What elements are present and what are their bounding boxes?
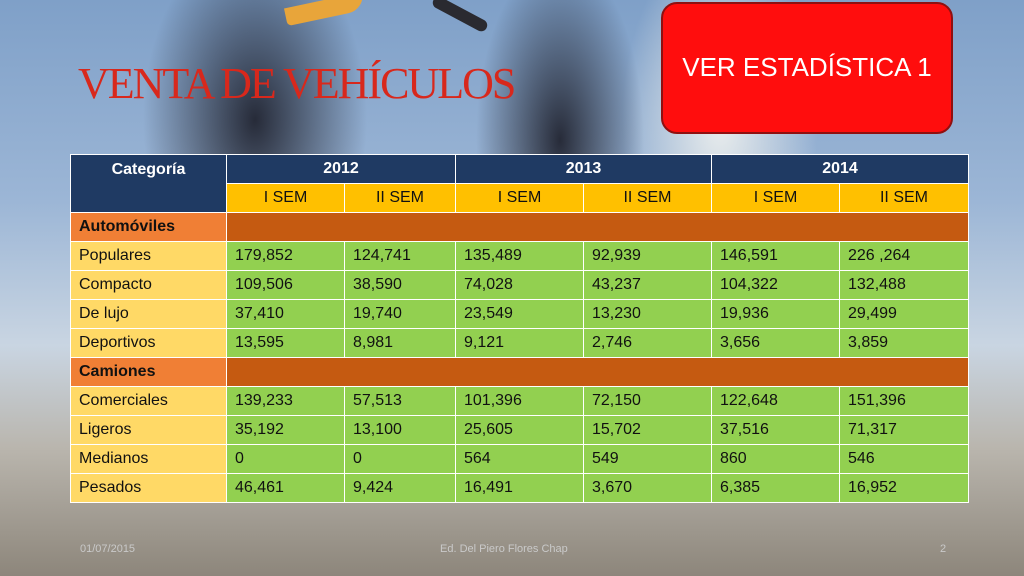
- category-group-label: Camiones: [70, 357, 227, 387]
- table-cell: 13,230: [583, 299, 712, 329]
- category-group-fill: [226, 212, 969, 242]
- table-cell: 43,237: [583, 270, 712, 300]
- table-cell: 13,595: [226, 328, 345, 358]
- table-cell: 15,702: [583, 415, 712, 445]
- table-cell: 0: [344, 444, 456, 474]
- table-cell: 135,489: [455, 241, 584, 271]
- footer-date: 01/07/2015: [80, 543, 136, 555]
- semester-header-row: I SEM II SEM I SEM II SEM I SEM II SEM: [71, 183, 969, 213]
- row-label: Comerciales: [70, 386, 227, 416]
- table-row: Ligeros 35,192 13,100 25,605 15,702 37,516 71,…: [70, 415, 969, 445]
- table-cell: 139,233: [226, 386, 345, 416]
- table-cell: 122,648: [711, 386, 840, 416]
- category-group-label: Automóviles: [70, 212, 227, 242]
- table-cell: 92,939: [583, 241, 712, 271]
- table-cell: 3,670: [583, 473, 712, 503]
- table-row: Deportivos 13,595 8,981 9,121 2,746 3,656 3,85…: [70, 328, 969, 358]
- table-cell: 109,506: [226, 270, 345, 300]
- table-cell: 101,396: [455, 386, 584, 416]
- row-label: Medianos: [70, 444, 227, 474]
- year-header: 2014: [711, 154, 969, 184]
- table-cell: 3,859: [839, 328, 969, 358]
- table-cell: 0: [226, 444, 345, 474]
- table-cell: 46,461: [226, 473, 345, 503]
- table-cell: 19,936: [711, 299, 840, 329]
- category-group-row: Camiones: [70, 357, 969, 387]
- category-group-row: Automóviles: [70, 212, 969, 242]
- table-cell: 179,852: [226, 241, 345, 271]
- table-cell: 2,746: [583, 328, 712, 358]
- category-group-fill: [226, 357, 969, 387]
- table-row: De lujo 37,410 19,740 23,549 13,230 19,936 29,…: [70, 299, 969, 329]
- table-cell: 13,100: [344, 415, 456, 445]
- year-header-row: Categoría 2012 2013 2014: [70, 154, 969, 213]
- table-cell: 8,981: [344, 328, 456, 358]
- table-cell: 37,516: [711, 415, 840, 445]
- table-cell: 546: [839, 444, 969, 474]
- table-cell: 124,741: [344, 241, 456, 271]
- row-label: Populares: [70, 241, 227, 271]
- semester-header: I SEM: [226, 183, 345, 213]
- semester-header: II SEM: [344, 183, 456, 213]
- table-cell: 860: [711, 444, 840, 474]
- table-cell: 564: [455, 444, 584, 474]
- table-cell: 71,317: [839, 415, 969, 445]
- table-row: Medianos 0 0 564 549 860 546: [70, 444, 969, 474]
- row-label: Ligeros: [70, 415, 227, 445]
- row-label: De lujo: [70, 299, 227, 329]
- table-cell: 25,605: [455, 415, 584, 445]
- ver-estadistica-button[interactable]: VER ESTADÍSTICA 1: [661, 2, 953, 134]
- table-cell: 549: [583, 444, 712, 474]
- row-label: Pesados: [70, 473, 227, 503]
- table-cell: 16,491: [455, 473, 584, 503]
- table-cell: 29,499: [839, 299, 969, 329]
- table-cell: 19,740: [344, 299, 456, 329]
- table-cell: 16,952: [839, 473, 969, 503]
- table-cell: 23,549: [455, 299, 584, 329]
- table-cell: 57,513: [344, 386, 456, 416]
- table-cell: 9,121: [455, 328, 584, 358]
- vehicle-sales-table: Categoría 2012 2013 2014 I SEM II SEM I …: [70, 154, 969, 503]
- table-cell: 37,410: [226, 299, 345, 329]
- table-row: Compacto 109,506 38,590 74,028 43,237 104,322…: [70, 270, 969, 300]
- table-cell: 6,385: [711, 473, 840, 503]
- table-cell: 74,028: [455, 270, 584, 300]
- table-cell: 9,424: [344, 473, 456, 503]
- table-cell: 226 ,264: [839, 241, 969, 271]
- table-cell: 38,590: [344, 270, 456, 300]
- semester-header: I SEM: [711, 183, 840, 213]
- table-cell: 146,591: [711, 241, 840, 271]
- table-row: Pesados 46,461 9,424 16,491 3,670 6,385 16,952: [70, 473, 969, 503]
- slide-title: VENTA DE VEHÍCULOS: [78, 59, 516, 108]
- table-cell: 72,150: [583, 386, 712, 416]
- table-cell: 104,322: [711, 270, 840, 300]
- table-row: Comerciales 139,233 57,513 101,396 72,150 122…: [70, 386, 969, 416]
- row-label: Deportivos: [70, 328, 227, 358]
- table-cell: 132,488: [839, 270, 969, 300]
- footer-page-number: 2: [940, 543, 947, 555]
- table-cell: 151,396: [839, 386, 969, 416]
- table-cell: 35,192: [226, 415, 345, 445]
- table-cell: 3,656: [711, 328, 840, 358]
- footer-author: Ed. Del Piero Flores Chap: [440, 543, 568, 555]
- semester-header: I SEM: [455, 183, 584, 213]
- semester-header: II SEM: [583, 183, 712, 213]
- semester-header: II SEM: [839, 183, 969, 213]
- category-header: Categoría: [70, 154, 227, 213]
- year-header: 2012: [226, 154, 456, 184]
- table-row: Populares 179,852 124,741 135,489 92,939 146,…: [70, 241, 969, 271]
- row-label: Compacto: [70, 270, 227, 300]
- year-header: 2013: [455, 154, 712, 184]
